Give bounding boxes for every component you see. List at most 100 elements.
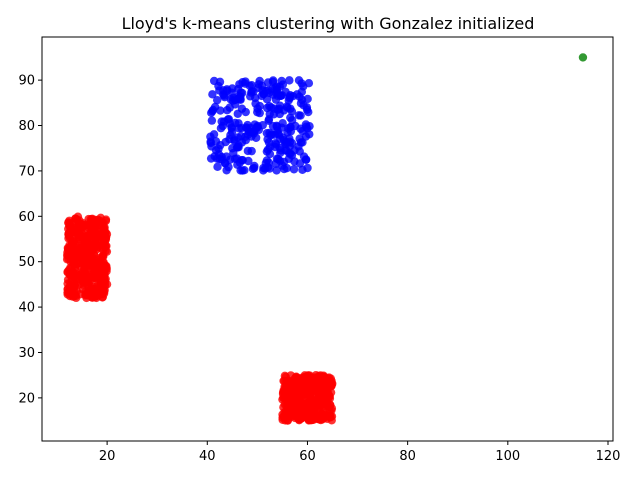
cluster-1-point [271,95,281,104]
cluster-2-point [95,258,105,267]
cluster-3-point [278,413,287,422]
cluster-1-point [276,146,285,155]
cluster-1-point [298,165,307,175]
cluster-1-point [295,92,304,101]
x-tick-label: 60 [299,449,316,464]
y-tick-label: 20 [18,391,35,406]
cluster-1-point [222,166,231,175]
cluster-1-point [279,164,289,174]
cluster-1-point [223,115,233,124]
cluster-1-point [212,154,222,163]
cluster-3-point [310,413,320,423]
cluster-3-point [311,371,321,380]
x-tick-label: 20 [99,449,116,464]
cluster-2-point [65,216,74,225]
y-tick-label: 90 [18,74,35,89]
cluster-2-point [98,277,108,287]
cluster-1-point [227,88,236,97]
cluster-1-point [213,162,222,172]
cluster-1-point [301,155,311,164]
cluster-1-point [265,143,275,152]
cluster-1-point [222,106,232,115]
cluster-1-point [233,109,242,118]
cluster-1-point [282,139,291,149]
cluster-1-point [241,107,250,117]
cluster-2-point [63,268,72,277]
cluster-2-point [82,272,91,281]
cluster-1-point [234,124,244,133]
cluster-3-point [305,401,315,410]
y-tick-label: 70 [18,164,35,179]
cluster-1-point [234,84,243,94]
cluster-1-point [286,91,295,100]
cluster-2-point [96,221,105,230]
y-tick-label: 60 [18,210,35,225]
cluster-1-point [268,77,278,87]
cluster-1-point [265,149,275,159]
cluster-1-point [287,107,297,116]
cluster-1-point [222,152,231,161]
cluster-1-point [304,107,313,117]
cluster-1-point [262,95,272,104]
cluster-3-point [291,373,300,383]
cluster-1-point [295,134,304,143]
cluster-1-point [275,82,284,91]
y-tick-label: 50 [18,255,35,270]
cluster-2-point [87,215,97,224]
cluster-3-point [303,388,312,397]
cluster-1-point [252,123,261,132]
cluster-2-point [95,230,104,239]
cluster-3-point [319,409,329,418]
cluster-2-point [78,285,88,294]
cluster-2-point [82,246,91,255]
cluster-1-point [277,123,286,132]
cluster-3-point [282,376,292,386]
cluster-2-point [73,272,82,282]
cluster-3-point [321,389,330,399]
cluster-2-point [66,278,75,287]
cluster-2-point [102,267,111,276]
plot-frame [41,36,614,442]
x-tick-label: 120 [596,449,621,464]
x-tick-label: 40 [199,449,216,464]
cluster-1-point [242,124,252,133]
cluster-1-point [285,76,294,85]
cluster-2-point [77,231,86,240]
cluster-1-point [262,156,272,165]
cluster-2-point [67,252,76,261]
axes: 20 40 60 80 100 120 20 30 40 50 60 70 80 90 [18,36,621,464]
cluster-1-point [255,101,265,111]
cluster-1-point [232,143,242,152]
cluster-1-point [220,93,229,102]
cluster-1-point [287,116,297,125]
cluster-1-point [295,159,305,168]
cluster-1-point [301,120,311,129]
cluster-3-point [301,373,310,382]
cluster-2-point [67,243,76,253]
cluster-3-point [281,407,291,416]
cluster-1-point [261,164,270,173]
cluster-1-point [236,94,245,104]
cluster-3-point [316,400,325,409]
cluster-1-point [265,128,274,138]
cluster-3-point [325,378,335,388]
cluster-1-point [265,102,274,111]
cluster-2-point [67,225,77,235]
y-tick-label: 80 [18,119,35,134]
cluster-1-point [268,121,278,131]
cluster-1-point [255,76,264,86]
cluster-2-point [68,291,77,300]
x-tick-label: 80 [399,449,416,464]
cluster-3-point [283,384,293,393]
cluster-1-point [206,138,215,148]
cluster-1-point [243,146,253,156]
cluster-1-point [279,106,289,115]
cluster-1-point [247,87,256,96]
x-tick-label: 100 [495,449,520,464]
cluster-3-point [290,411,299,420]
cluster-1-point [220,158,230,168]
cluster-1-point [272,166,281,175]
cluster-1-point [294,111,304,120]
cluster-1-point [216,106,225,115]
cluster-1-point [206,132,215,141]
